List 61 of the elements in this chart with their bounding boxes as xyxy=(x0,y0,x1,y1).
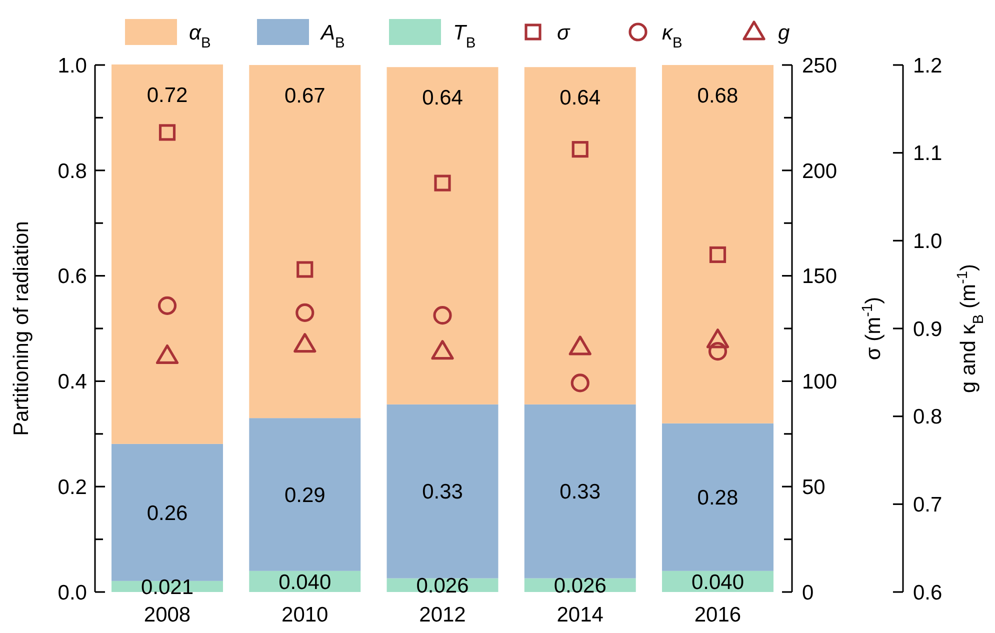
point xyxy=(158,124,176,141)
y-tick-label: 0.0 xyxy=(58,581,87,604)
data-label: 0.29 xyxy=(284,484,326,507)
bar xyxy=(662,65,774,424)
y-tick-label: 0.4 xyxy=(58,370,88,394)
y-tick-label: 0.8 xyxy=(58,160,87,183)
data-label: 0.021 xyxy=(140,576,194,599)
y3-tick-label: 1.2 xyxy=(913,54,942,78)
y3-tick-label: 0.7 xyxy=(913,494,942,517)
data-label: 0.28 xyxy=(697,486,738,510)
y-axis-title: Partitioning of radiation xyxy=(10,221,33,436)
point xyxy=(434,174,451,192)
data-label: 0.64 xyxy=(560,86,601,110)
data-label: 0.026 xyxy=(554,574,606,598)
point xyxy=(296,261,314,278)
data-label: 0.26 xyxy=(146,502,188,525)
legend-label: A$_{B}$ xyxy=(319,21,346,52)
y3-tick-label: 1.1 xyxy=(913,142,942,166)
legend-label: α$_{B}$ xyxy=(189,21,211,52)
y2-tick-label: 100 xyxy=(802,370,838,394)
point xyxy=(709,246,726,264)
legend-label: g xyxy=(778,21,790,44)
legend-label: T$_{B}$ xyxy=(453,21,476,52)
y2-tick-label: 50 xyxy=(802,476,826,499)
point xyxy=(572,141,588,158)
data-label: 0.68 xyxy=(697,84,738,108)
y2-tick-label: 150 xyxy=(802,265,838,288)
x-tick-label: 2008 xyxy=(144,603,191,626)
y2-tick-label: 200 xyxy=(802,160,838,183)
bar xyxy=(662,423,774,571)
x-tick-label: 2012 xyxy=(419,603,466,626)
x-tick-label: 2014 xyxy=(556,603,604,626)
bar xyxy=(386,404,498,578)
bar xyxy=(249,418,361,571)
data-label: 0.67 xyxy=(284,84,326,108)
y-tick-label: 1.0 xyxy=(58,54,87,78)
y3-tick-label: 0.9 xyxy=(913,318,942,341)
y2-tick-label: 250 xyxy=(802,54,838,78)
data-label: 0.33 xyxy=(422,480,463,504)
bar xyxy=(386,67,498,404)
data-label: 0.040 xyxy=(278,570,332,594)
bar xyxy=(249,65,361,418)
bar xyxy=(524,404,636,578)
x-tick-label: 2016 xyxy=(694,603,742,626)
bar xyxy=(112,444,223,581)
legend-label: σ xyxy=(557,21,571,44)
bar xyxy=(524,67,636,404)
y3-tick-label: 0.6 xyxy=(913,581,942,604)
x-tick-label: 2010 xyxy=(282,603,328,626)
data-label: 0.040 xyxy=(691,570,744,594)
y-tick-label: 0.6 xyxy=(58,265,87,288)
data-label: 0.64 xyxy=(422,86,464,110)
y2-tick-label: 0 xyxy=(802,581,814,604)
data-label: 0.72 xyxy=(146,84,188,107)
y3-tick-label: 1.0 xyxy=(913,230,942,254)
data-label: 0.026 xyxy=(416,574,469,598)
bar xyxy=(112,64,223,444)
legend-label: κ$_{B}$ xyxy=(662,21,682,52)
y3-tick-label: 0.8 xyxy=(913,406,942,429)
data-label: 0.33 xyxy=(560,480,601,504)
y-tick-label: 0.2 xyxy=(58,476,87,499)
